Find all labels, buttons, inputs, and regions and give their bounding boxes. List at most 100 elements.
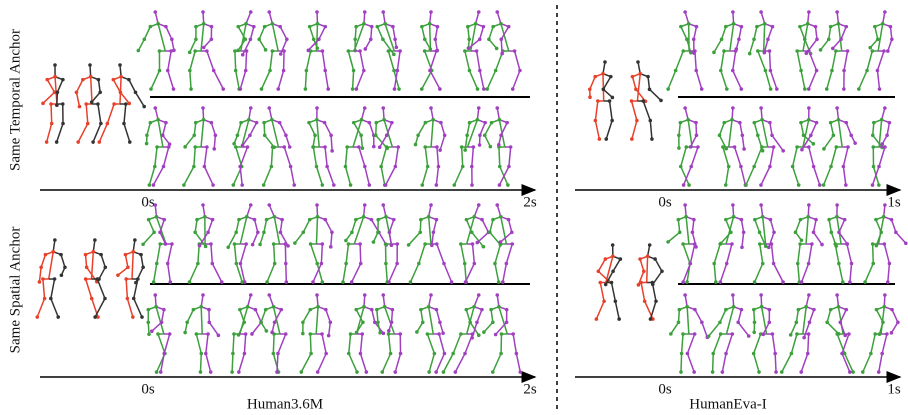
- bone: [726, 220, 731, 233]
- bone: [365, 167, 369, 186]
- joint: [323, 69, 327, 73]
- joint: [354, 25, 358, 29]
- joint: [239, 121, 243, 125]
- bone: [295, 232, 303, 243]
- bone: [301, 354, 311, 373]
- joint: [385, 145, 389, 149]
- bone: [832, 51, 836, 71]
- joint: [202, 46, 206, 50]
- bone: [158, 120, 163, 147]
- joint: [740, 25, 744, 29]
- joint: [112, 78, 116, 82]
- joint: [465, 134, 469, 138]
- bone: [892, 220, 896, 233]
- joint: [381, 38, 385, 42]
- joint: [648, 88, 652, 92]
- joint: [211, 183, 215, 187]
- bone: [454, 167, 462, 186]
- joint: [60, 273, 64, 277]
- joint: [390, 321, 394, 325]
- joint: [96, 277, 100, 281]
- bone: [441, 123, 445, 136]
- bone: [154, 264, 157, 283]
- bone: [733, 51, 736, 71]
- joint: [807, 293, 811, 297]
- bone: [840, 310, 846, 323]
- joint: [679, 25, 683, 29]
- joint: [156, 22, 160, 26]
- bone: [196, 334, 201, 354]
- joint: [639, 281, 643, 285]
- bone: [95, 299, 105, 318]
- bone: [730, 24, 734, 51]
- joint: [397, 87, 401, 91]
- joint: [896, 321, 900, 325]
- bone: [490, 232, 501, 244]
- bone: [437, 244, 444, 264]
- joint: [327, 334, 331, 338]
- joint: [478, 143, 482, 147]
- joint: [871, 262, 875, 266]
- bone: [679, 310, 680, 323]
- bone: [160, 220, 164, 233]
- joint: [470, 165, 474, 169]
- joint: [693, 49, 697, 53]
- bone: [271, 147, 272, 167]
- bone: [761, 167, 770, 186]
- joint: [392, 69, 396, 73]
- bone: [640, 259, 644, 271]
- joint: [134, 281, 138, 285]
- joint: [687, 183, 691, 187]
- joint: [428, 22, 432, 26]
- joint: [443, 352, 447, 356]
- joint: [233, 242, 237, 246]
- joint: [382, 332, 386, 336]
- joint: [437, 332, 441, 336]
- bone: [392, 310, 393, 323]
- joint: [797, 308, 801, 312]
- bone: [343, 264, 346, 283]
- joint: [791, 165, 795, 169]
- bone: [798, 244, 800, 264]
- joint: [769, 87, 773, 91]
- bone: [509, 220, 512, 233]
- joint: [437, 165, 441, 169]
- joint: [689, 145, 693, 149]
- time-end: 2s: [523, 194, 537, 210]
- joint: [381, 10, 385, 14]
- joint: [491, 321, 495, 325]
- joint: [839, 38, 843, 42]
- bone: [754, 123, 758, 136]
- joint: [84, 102, 88, 106]
- joint: [731, 10, 735, 14]
- joint: [807, 118, 811, 122]
- bone: [878, 24, 883, 51]
- bone: [891, 322, 897, 333]
- joint: [501, 280, 505, 284]
- joint: [730, 118, 734, 122]
- bone: [495, 244, 501, 264]
- joint: [871, 242, 875, 246]
- bone: [389, 220, 393, 233]
- joint: [774, 370, 778, 374]
- bone: [422, 27, 425, 40]
- bone: [796, 310, 798, 323]
- bone: [39, 267, 41, 282]
- joint: [681, 280, 685, 284]
- joint: [345, 145, 349, 149]
- joint: [363, 106, 367, 110]
- joint: [844, 308, 848, 312]
- bone: [325, 147, 327, 167]
- bone: [125, 255, 127, 268]
- bone: [695, 310, 702, 323]
- bone: [720, 264, 726, 283]
- joint: [848, 280, 852, 284]
- joint: [875, 244, 879, 248]
- joint: [432, 231, 436, 235]
- joint: [604, 257, 608, 261]
- bone: [595, 121, 599, 140]
- joint: [692, 370, 696, 374]
- joint: [103, 266, 107, 270]
- bone: [466, 310, 470, 323]
- bone: [316, 217, 317, 244]
